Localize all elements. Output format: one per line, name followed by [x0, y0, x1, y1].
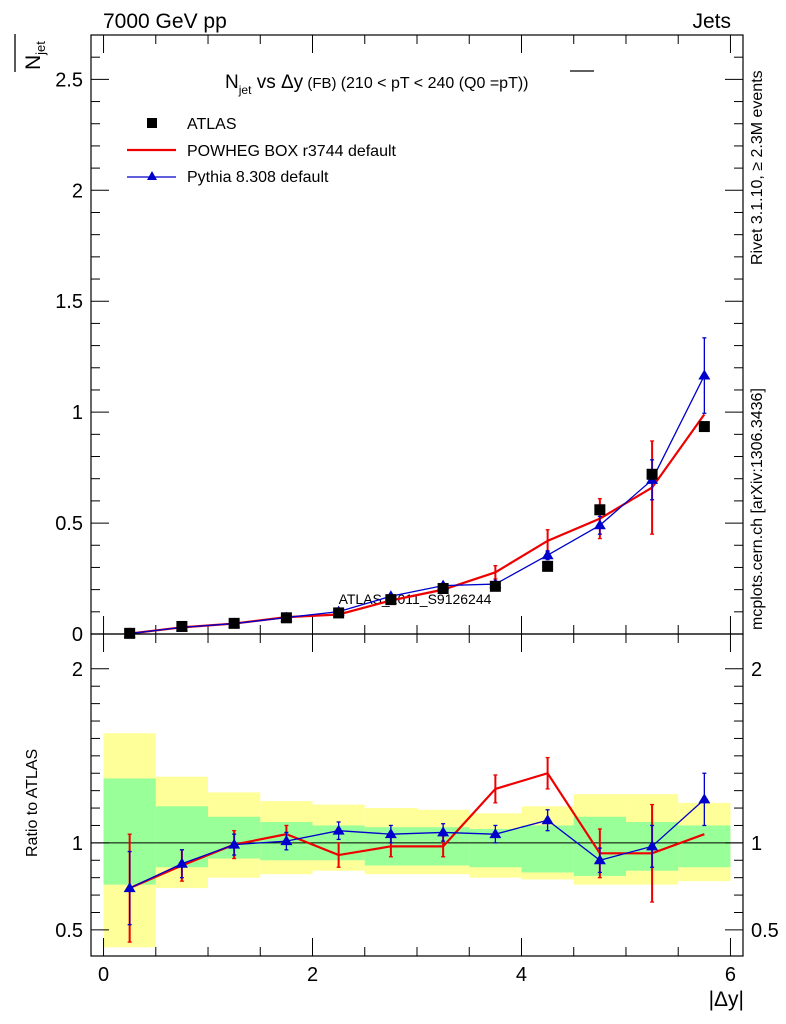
- pythia-ratio-point: [175, 857, 188, 868]
- ratio-ytick-label: 1: [72, 833, 83, 855]
- legend-powheg: POWHEG BOX r3744 default: [187, 143, 397, 160]
- ratio-ylabel: Ratio to ATLAS: [24, 749, 41, 857]
- atlas-point: [594, 504, 606, 516]
- xtick-label: 6: [725, 964, 736, 986]
- legend-pythia-marker: [147, 171, 157, 180]
- atlas-point: [437, 583, 449, 595]
- ratio-panel: 0.5 0.5 1 1 2 2 0 2 4 6 Ratio to ATLAS |Δy|: [24, 633, 779, 1011]
- pythia-point: [698, 369, 711, 380]
- atlas-point: [228, 617, 240, 629]
- atlas-point: [176, 620, 188, 632]
- pythia-ratio-point: [384, 828, 397, 839]
- main-ylabel-text: Njet: [22, 41, 48, 70]
- main-ytick-label: 2: [72, 180, 83, 202]
- pythia-ratio-point: [280, 835, 293, 846]
- ratio-frame: [90, 633, 744, 957]
- pythia-point: [593, 519, 606, 530]
- atlas-point: [280, 612, 292, 624]
- watermark: ATLAS_2011_S9126244: [339, 591, 492, 607]
- pythia-ratio-point: [541, 814, 554, 825]
- pythia-ratio-point: [489, 828, 502, 839]
- atlas-point: [489, 580, 501, 592]
- atlas-point: [542, 560, 554, 572]
- pythia-ratio-point: [437, 826, 450, 837]
- pythia-ratio-point: [332, 824, 345, 835]
- xtick-label: 2: [307, 964, 318, 986]
- header-right: Jets: [692, 10, 731, 33]
- main-ytick-label: 0.5: [55, 513, 83, 535]
- rivet-label: Rivet 3.1.10, ≥ 2.3M events: [749, 70, 766, 265]
- band-inner: [678, 825, 731, 868]
- main-ytick-label: 2.5: [55, 69, 83, 91]
- main-panel: 0 0.5 1 1.5 2 2.5 ATLAS_2011_S9126244 Njet vs…: [55, 34, 744, 646]
- plot-title: Njet vs Δy (FB) (210 < pT < 240 (Q0 =pT)…: [225, 72, 529, 97]
- pythia-ratio-line: [129, 798, 705, 889]
- x-axis-label: |Δy|: [709, 988, 744, 1011]
- main-ylabel: Njet: [14, 34, 48, 72]
- atlas-point: [385, 594, 397, 606]
- pythia-ratio-point: [228, 838, 241, 849]
- ratio-ytick-label: 0.5: [55, 920, 83, 942]
- main-ylabel-sub: jet: [33, 41, 48, 56]
- atlas-point: [124, 627, 136, 639]
- pythia-ratio-point: [646, 840, 659, 851]
- mcplots-label: mcplots.cern.ch [arXiv:1306.3436]: [749, 388, 766, 630]
- ratio-series: [123, 756, 711, 943]
- atlas-point: [698, 421, 710, 433]
- pythia-ratio-point: [123, 882, 136, 893]
- pythia-ratio-point: [698, 793, 711, 804]
- pythia-point: [541, 549, 554, 560]
- main-ytick-label: 1: [72, 402, 83, 424]
- header-left: 7000 GeV pp: [103, 10, 227, 33]
- pythia-ratio-point: [593, 854, 606, 865]
- legend-pythia: Pythia 8.308 default: [187, 169, 329, 186]
- ratio-ytick-label-right: 1: [751, 833, 762, 855]
- legend-atlas: ATLAS: [187, 116, 237, 133]
- ratio-ytick-label-right: 2: [751, 659, 762, 681]
- legend-atlas-marker: [147, 118, 157, 128]
- xtick-label: 0: [98, 964, 109, 986]
- ratio-ytick-label-right: 0.5: [751, 920, 779, 942]
- xtick-label: 4: [516, 964, 527, 986]
- legend: ATLAS POWHEG BOX r3744 default Pythia 8.…: [127, 116, 397, 186]
- main-ytick-label: 1.5: [55, 291, 83, 313]
- pythia-line: [129, 375, 705, 635]
- main-ytick-label: 0: [72, 624, 83, 646]
- band-inner: [521, 825, 574, 873]
- main-axis-ticks: 0 0.5 1 1.5 2 2.5: [55, 35, 743, 646]
- atlas-point: [646, 468, 658, 480]
- ratio-ytick-label: 2: [72, 659, 83, 681]
- atlas-point: [333, 607, 345, 619]
- main-series: [123, 337, 711, 639]
- ratio-axis-ticks: 0.5 0.5 1 1 2 2 0 2 4 6: [55, 634, 779, 986]
- ratio-bands: [91, 733, 743, 948]
